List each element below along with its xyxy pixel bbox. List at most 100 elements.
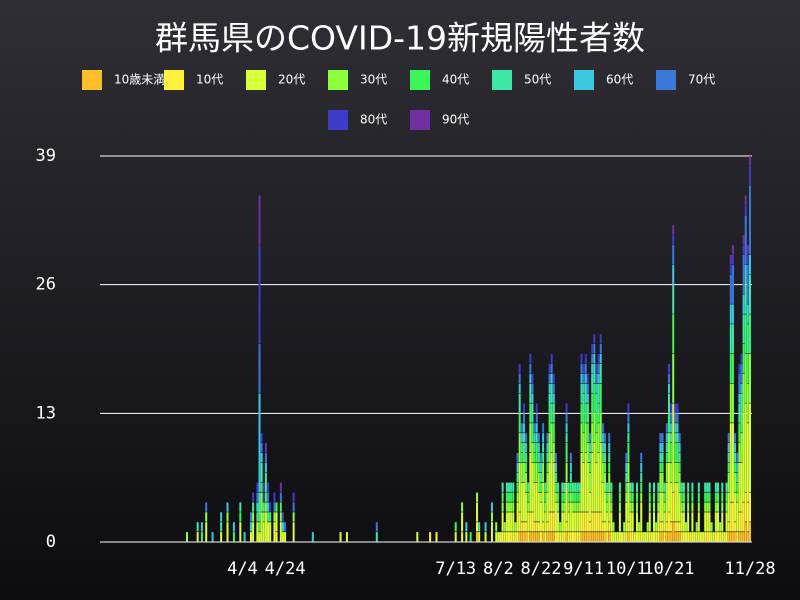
bar-segment: [529, 363, 532, 374]
bar-segment: [659, 452, 662, 463]
bar-segment: [714, 512, 717, 532]
bar-segment: [508, 502, 511, 512]
bar-segment: [589, 492, 592, 522]
bar-segment: [706, 532, 709, 542]
bar-segment: [610, 502, 613, 512]
bar-segment: [627, 403, 630, 413]
bar-segment: [252, 522, 255, 542]
bar-segment: [621, 532, 624, 542]
bar-segment: [736, 492, 739, 502]
bar-segment: [554, 472, 557, 483]
bar-segment: [608, 443, 611, 453]
bar-segment: [465, 532, 468, 542]
bar-segment: [508, 512, 511, 532]
bar-segment: [721, 482, 724, 492]
bar-segment: [680, 502, 683, 512]
bar-segment: [569, 492, 572, 502]
bar-segment: [576, 492, 579, 502]
bar-segment: [529, 403, 532, 423]
bar-segment: [262, 502, 265, 512]
bar-segment: [284, 522, 287, 532]
bar-segment: [567, 482, 570, 492]
bar-segment: [678, 452, 681, 463]
bar-segment: [529, 423, 532, 453]
bar-segment: [503, 522, 506, 532]
bar-segment: [264, 502, 267, 512]
bar-segment: [727, 452, 730, 463]
bar-segment: [691, 512, 694, 532]
bar-segment: [663, 512, 666, 532]
bar-segment: [663, 502, 666, 512]
bar-segment: [527, 482, 530, 492]
bar-segment: [749, 274, 751, 314]
bar-segment: [731, 254, 734, 265]
bar-segment: [593, 383, 596, 413]
legend-swatch: [246, 70, 266, 90]
bar-segment: [597, 512, 600, 532]
bar-segment: [535, 522, 538, 532]
bar-segment: [746, 254, 749, 265]
bar-segment: [667, 363, 670, 374]
bar-segment: [586, 532, 589, 542]
bar-segment: [262, 492, 265, 502]
bar-segment: [275, 512, 278, 532]
bar-segment: [552, 443, 555, 463]
bar-segment: [729, 423, 732, 502]
bar-segment: [706, 502, 709, 512]
bar-segment: [200, 532, 203, 542]
bar-segment: [416, 532, 419, 542]
bar-segment: [514, 522, 517, 532]
legend-label: 10歳未満: [114, 73, 165, 87]
bar-segment: [729, 353, 732, 384]
bar-segment: [292, 492, 295, 502]
bar-segment: [531, 373, 534, 384]
bar-segment: [738, 532, 741, 542]
bar-segment: [540, 532, 543, 542]
bar-segment: [554, 532, 557, 542]
bar-segment: [640, 482, 643, 492]
bar-segment: [544, 482, 547, 492]
bar-segment: [584, 353, 587, 364]
bar-segment: [557, 532, 560, 542]
bar-segment: [576, 512, 579, 532]
bar-segment: [661, 462, 664, 473]
bar-segment: [595, 433, 598, 463]
bar-segment: [670, 433, 673, 443]
bar-segment: [736, 452, 739, 463]
bar-segment: [691, 532, 694, 542]
bar-segment: [552, 532, 555, 542]
x-tick-label: 8/2: [483, 559, 514, 579]
bar-segment: [559, 522, 562, 532]
bar-segment: [292, 522, 295, 542]
bar-segment: [676, 482, 679, 522]
bar-segment: [640, 472, 643, 483]
bar-segment: [618, 502, 621, 512]
bar-segment: [520, 423, 523, 433]
bar-segment: [557, 482, 560, 492]
bar-segment: [559, 532, 562, 542]
bar-segment: [264, 452, 267, 463]
bar-segment: [518, 512, 521, 532]
bar-segment: [727, 472, 730, 492]
bar-segment: [633, 532, 636, 542]
bar-segment: [734, 433, 737, 443]
bar-segment: [582, 462, 585, 512]
bar-segment: [514, 532, 517, 542]
bar-segment: [510, 512, 513, 532]
bar-segment: [557, 512, 560, 532]
bar-segment: [550, 403, 553, 423]
bar-segment: [537, 433, 540, 443]
bar-segment: [640, 462, 643, 473]
bar-segment: [484, 522, 487, 532]
bar-segment: [749, 314, 751, 354]
bar-segment: [531, 423, 534, 443]
bar-segment: [535, 413, 538, 423]
bar-segment: [618, 482, 621, 492]
bar-segment: [682, 482, 685, 492]
bar-segment: [578, 502, 581, 512]
bar-segment: [529, 383, 532, 403]
bar-segment: [608, 492, 611, 522]
bar-segment: [561, 492, 564, 502]
bar-segment: [256, 502, 259, 512]
bar-segment: [574, 482, 577, 492]
